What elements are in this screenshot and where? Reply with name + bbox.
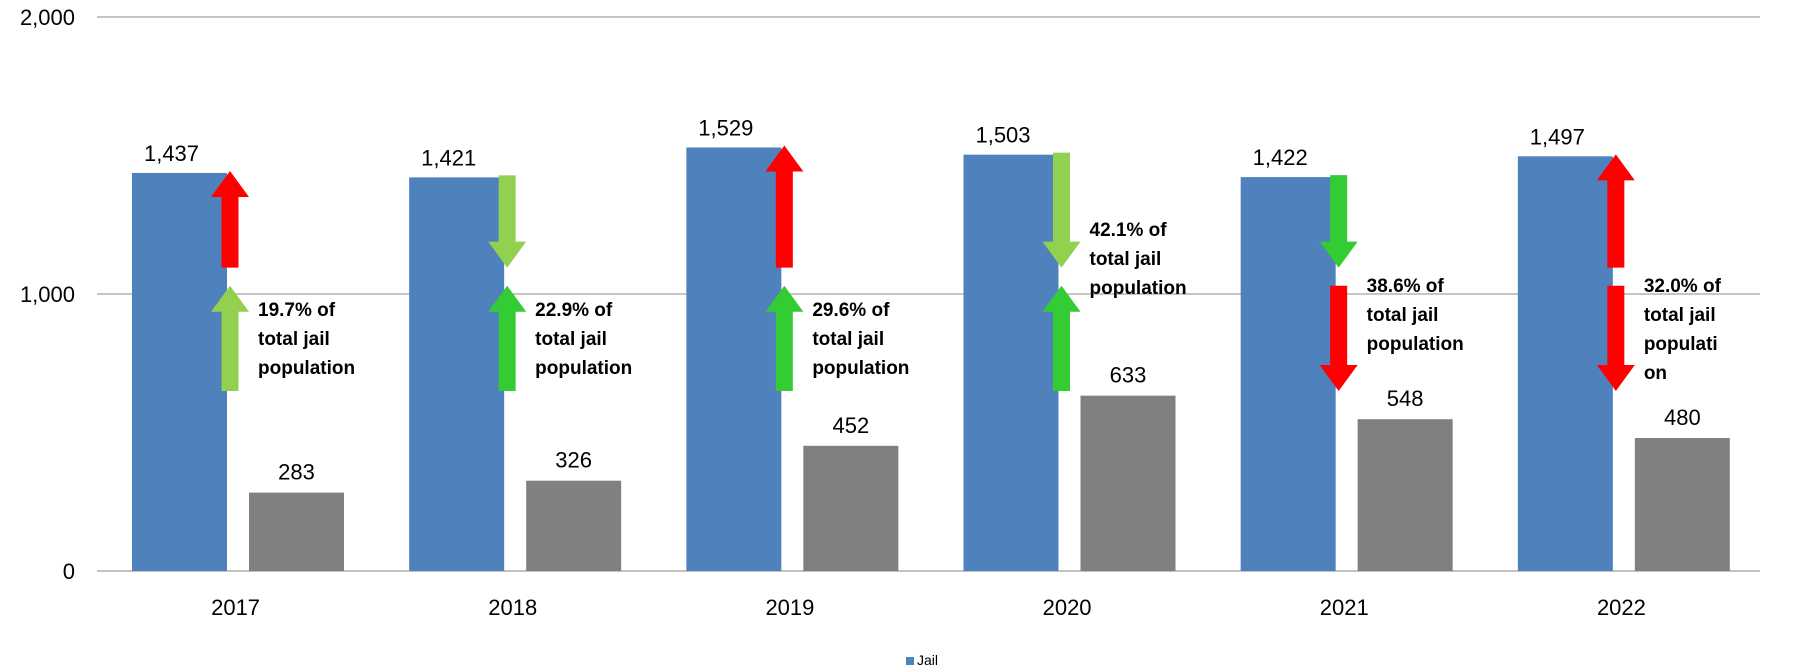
arrow-lower-2017 [211,285,249,391]
data-label-other-2020: 633 [1110,363,1147,388]
arrow-upper-2022 [1596,154,1635,268]
data-label-other-2022: 480 [1664,405,1701,430]
data-label-other-2017: 283 [278,460,315,485]
arrow-upper-2021 [1319,175,1358,268]
annotation-text-2018: population [535,358,632,379]
annotation-text-2021: population [1367,334,1464,355]
legend-swatch-jail [906,657,914,665]
annotation-text-2017: total jail [258,329,330,350]
annotation-text-2018: total jail [535,329,607,350]
bar-other-2021 [1357,419,1453,571]
bar-jail-2019 [686,147,782,572]
bar-other-2017 [249,492,344,571]
arrow-lower-2021 [1319,285,1358,391]
arrow-lower-2020 [1042,285,1081,391]
x-tick-label: 2018 [488,595,537,620]
annotation-text-2019: 29.6% of [812,300,890,321]
arrow-lower-2019 [765,285,804,391]
legend-label-jail: Jail [917,652,938,668]
y-tick-label: 1,000 [20,282,75,307]
annotation-text-2018: 22.9% of [535,300,613,321]
bar-other-2022 [1634,438,1730,571]
x-tick-label: 2022 [1597,595,1646,620]
annotation-text-2019: total jail [812,329,884,350]
bar-other-2020 [1080,395,1176,571]
x-tick-label: 2020 [1043,595,1092,620]
data-label-other-2018: 326 [555,448,592,473]
annotation-text-2020: total jail [1090,249,1162,270]
bar-jail-2021 [1240,177,1336,571]
x-tick-label: 2019 [765,595,814,620]
arrow-upper-2020 [1042,152,1081,268]
x-tick-label: 2021 [1320,595,1369,620]
annotation-text-2021: 38.6% of [1367,276,1445,297]
bar-jail-2018 [409,177,505,571]
y-tick-label: 2,000 [20,5,75,30]
data-label-other-2019: 452 [832,413,869,438]
data-label-other-2021: 548 [1387,386,1424,411]
arrow-lower-2018 [488,285,527,391]
data-label-jail-2019: 1,529 [698,115,753,140]
bar-other-2019 [803,445,899,571]
annotation-text-2020: 42.1% of [1090,220,1168,241]
annotation-text-2022: 32.0% of [1644,276,1722,297]
annotation-text-2022: on [1644,363,1667,384]
data-label-jail-2017: 1,437 [144,141,199,166]
data-label-jail-2021: 1,422 [1253,145,1308,170]
bar-other-2018 [526,480,622,571]
annotation-text-2022: total jail [1644,305,1716,326]
x-tick-label: 2017 [211,595,260,620]
annotation-text-2021: total jail [1367,305,1439,326]
y-tick-label: 0 [63,559,75,584]
data-label-jail-2018: 1,421 [421,145,476,170]
annotation-text-2019: population [812,358,909,379]
bar-jail-2022 [1517,156,1613,571]
annotation-text-2017: population [258,358,355,379]
bar-jail-2020 [963,154,1059,571]
annotation-text-2017: 19.7% of [258,300,336,321]
arrow-upper-2019 [765,145,804,268]
bar-jail-2017 [132,172,227,572]
arrow-lower-2022 [1596,285,1635,391]
arrow-upper-2017 [211,170,249,268]
annotation-text-2020: population [1090,278,1187,299]
data-label-jail-2020: 1,503 [975,123,1030,148]
data-label-jail-2022: 1,497 [1530,124,1585,149]
arrow-upper-2018 [488,175,527,268]
annotation-text-2022: populati [1644,334,1718,355]
